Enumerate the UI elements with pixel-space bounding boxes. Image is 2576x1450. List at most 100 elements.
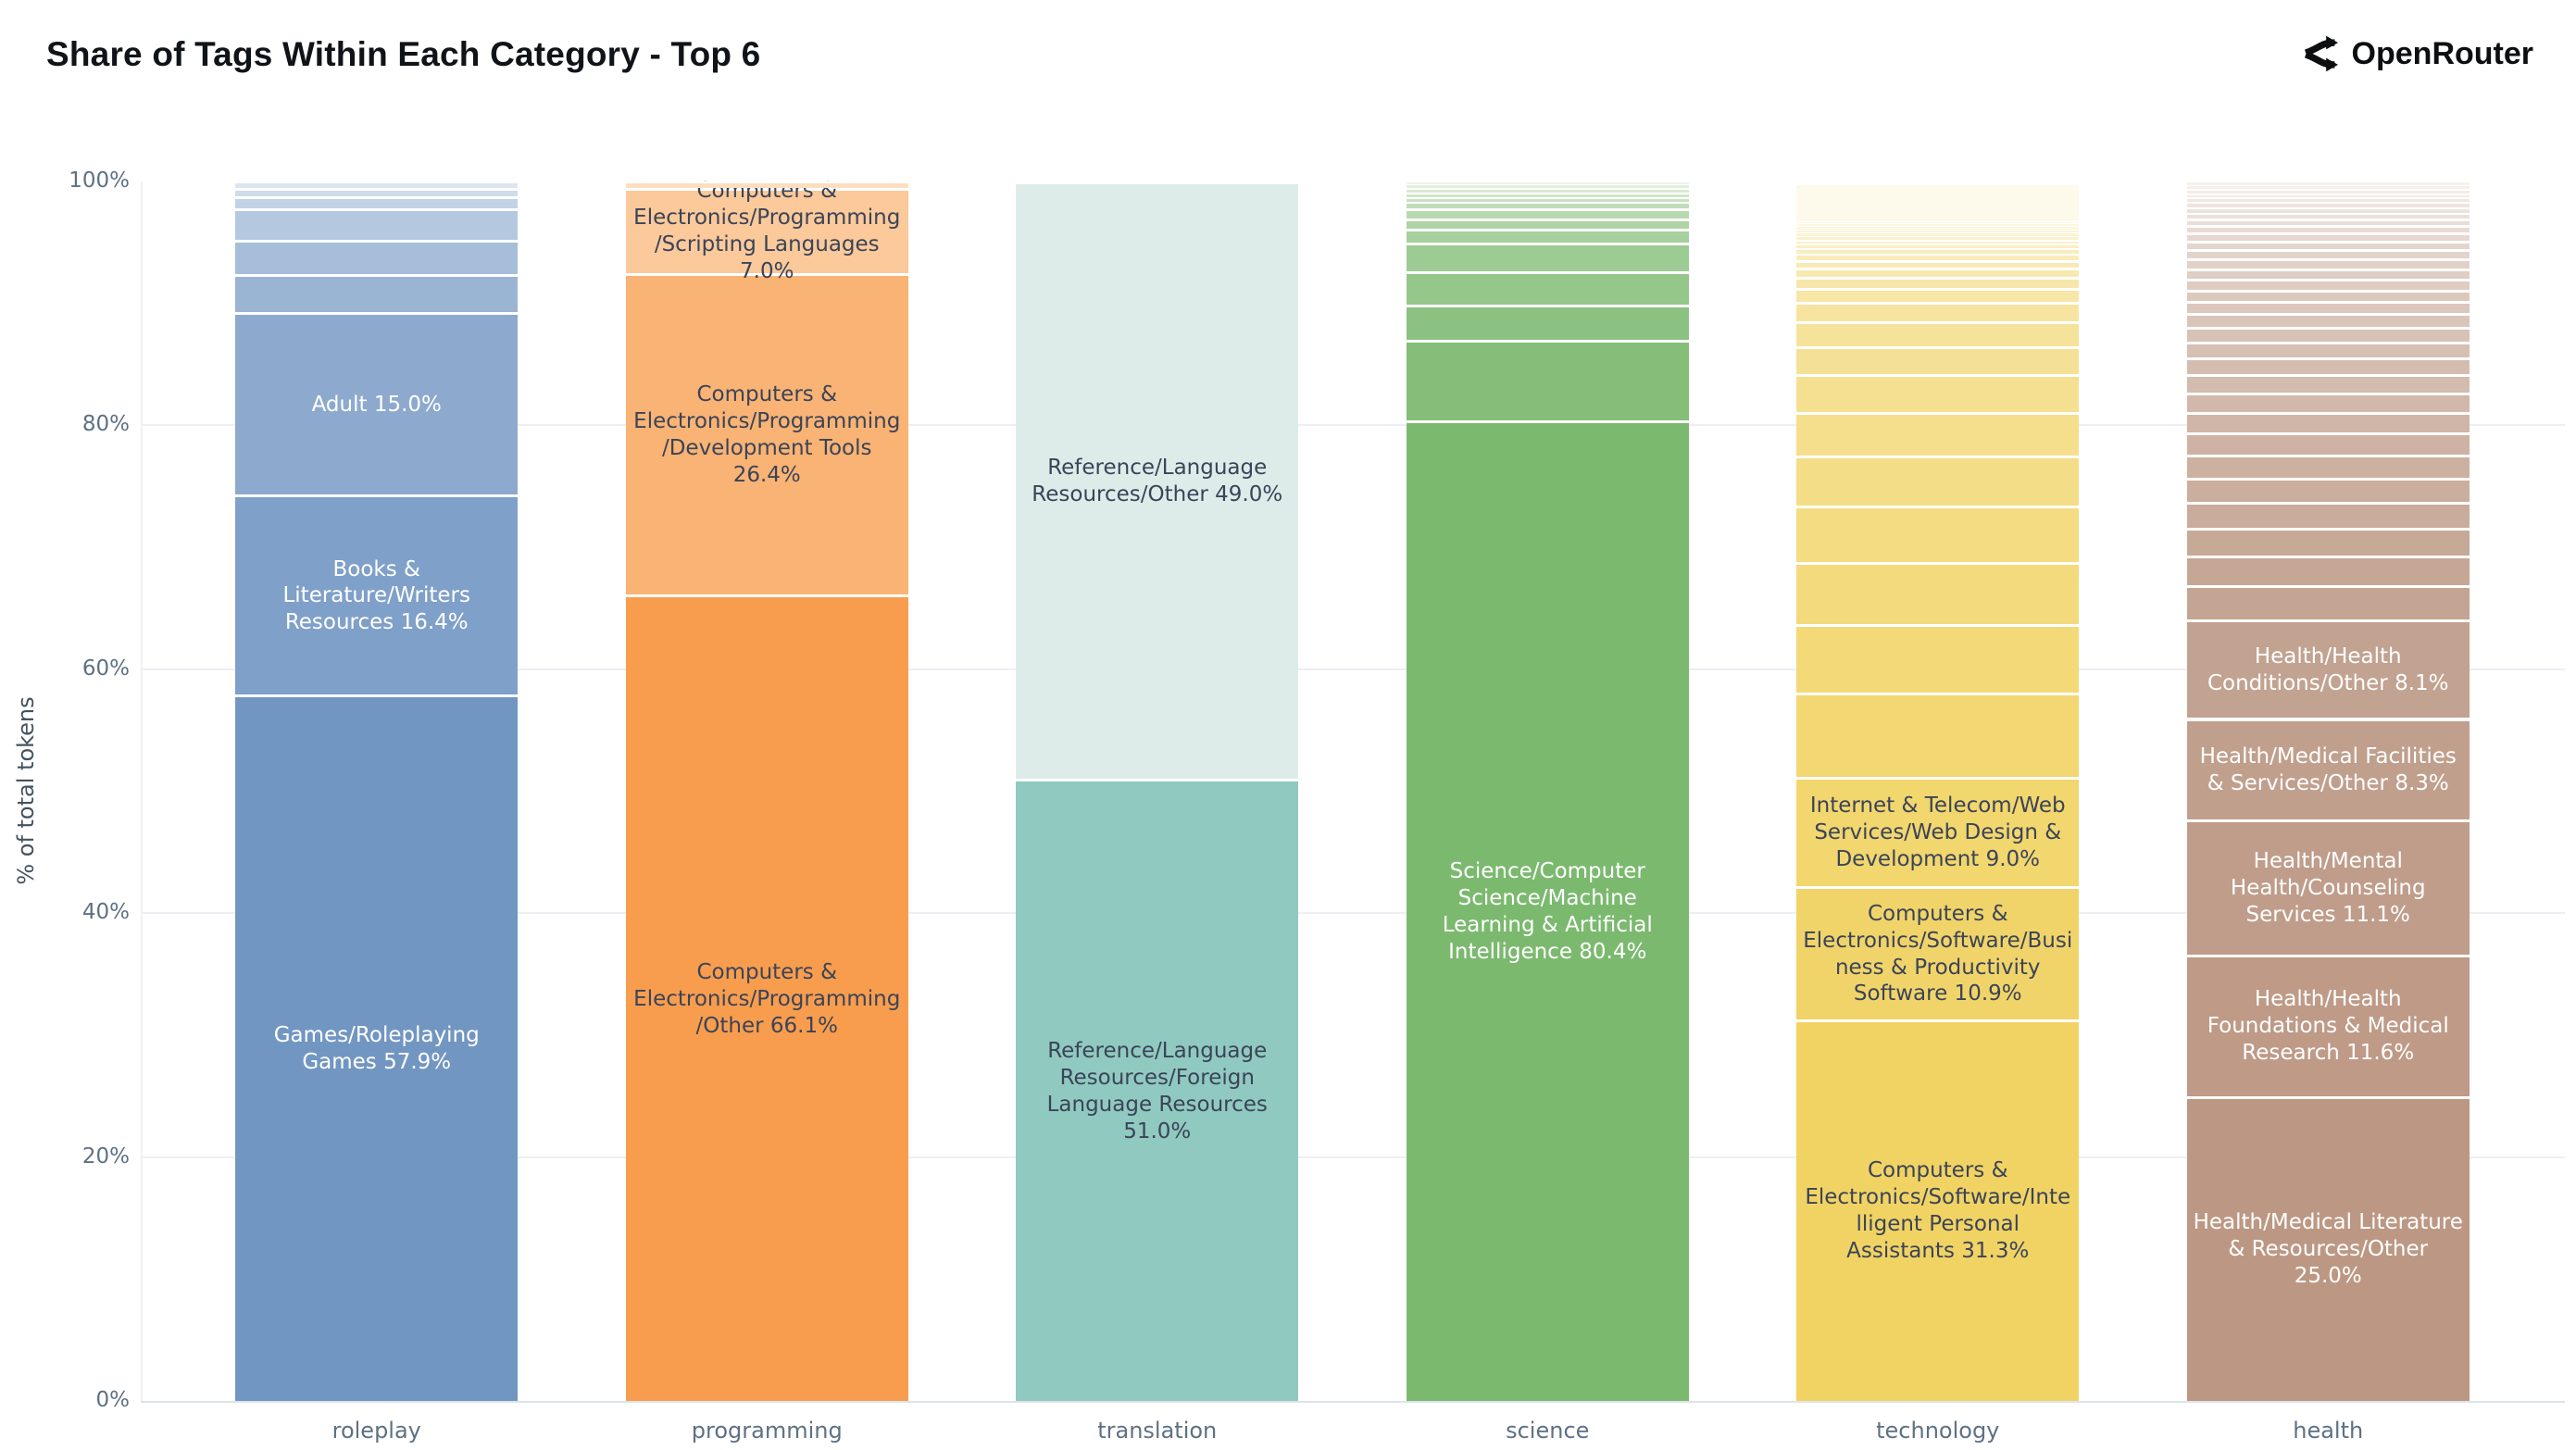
y-axis-title: % of total tokens bbox=[13, 695, 39, 885]
y-tick-label: 20% bbox=[81, 1144, 130, 1169]
bar-segment bbox=[1796, 374, 2080, 412]
bar-translation: Reference/Language Resources/Foreign Lan… bbox=[1016, 181, 1299, 1401]
bar-segment bbox=[2186, 206, 2470, 213]
segment-label: Health/Medical Literature & Resources/Ot… bbox=[2193, 1210, 2463, 1289]
bar-segment bbox=[2186, 411, 2470, 433]
bar-segment-labeled: Computers & Electronics/Programming/Deve… bbox=[625, 272, 908, 595]
segment-label: Health/Health Foundations & Medical Rese… bbox=[2207, 987, 2449, 1066]
bar-segment bbox=[1796, 235, 2080, 240]
bar-segment bbox=[1796, 287, 2080, 303]
bar-segment bbox=[1406, 192, 1689, 198]
y-tick-label: 60% bbox=[81, 656, 130, 681]
x-tick-label: programming bbox=[691, 1418, 843, 1444]
bar-segment bbox=[1406, 207, 1689, 219]
bar-segment-labeled: Reference/Language Resources/Other 49.0% bbox=[1016, 181, 1299, 780]
brand: OpenRouter bbox=[2297, 33, 2533, 74]
bar-health: Health/Medical Literature & Resources/Ot… bbox=[2186, 181, 2470, 1401]
x-tick-label: roleplay bbox=[331, 1418, 421, 1444]
bar-segment bbox=[2186, 184, 2470, 190]
bar-segment bbox=[1796, 561, 2080, 625]
bar-segment bbox=[1406, 340, 1689, 421]
bar-segment bbox=[1406, 184, 1689, 189]
bar-segment-labeled: Reference/Language Resources/Foreign Lan… bbox=[1016, 779, 1299, 1401]
x-axis-line bbox=[141, 1401, 2565, 1403]
bar-segment bbox=[2186, 212, 2470, 219]
bar-segment bbox=[1406, 271, 1689, 306]
segment-label: Health/Health Conditions/Other 8.1% bbox=[2207, 644, 2449, 695]
bar-segment bbox=[235, 195, 519, 208]
bar-segment bbox=[2186, 219, 2470, 226]
bar-segment bbox=[1796, 276, 2080, 288]
segment-label-wrap: Internet & Telecom/Web Services/Web Desi… bbox=[1796, 780, 2079, 887]
bar-segment bbox=[235, 240, 519, 275]
bar-segment-labeled: Health/Medical Literature & Resources/Ot… bbox=[2186, 1095, 2470, 1401]
x-tick-label: translation bbox=[1097, 1418, 1218, 1444]
bar-segment bbox=[2186, 478, 2470, 503]
bar-segment-labeled: Books & Literature/Writers Resources 16.… bbox=[235, 494, 519, 695]
bar-segment-labeled: Health/Health Conditions/Other 8.1% bbox=[2186, 619, 2470, 719]
bar-segment bbox=[235, 187, 519, 196]
y-tick-label: 100% bbox=[69, 169, 130, 193]
segment-label-wrap: Health/Medical Facilities & Services/Oth… bbox=[2187, 721, 2470, 819]
x-tick-label: technology bbox=[1876, 1418, 2000, 1444]
bar-segment-labeled: Computers & Electronics/Programming/Scri… bbox=[625, 179, 908, 283]
bar-segment bbox=[235, 181, 519, 188]
segment-label: Health/Mental Health/Counseling Services… bbox=[2230, 848, 2426, 927]
bar-segment-labeled: Computers & Electronics/Programming/Othe… bbox=[625, 594, 908, 1401]
bar-segment bbox=[2186, 240, 2470, 250]
bar-segment bbox=[2186, 249, 2470, 258]
segment-label: Reference/Language Resources/Other 49.0% bbox=[1032, 456, 1283, 507]
bar-segment bbox=[1796, 248, 2080, 255]
x-tick-label: health bbox=[2293, 1418, 2364, 1444]
bar-segment bbox=[2186, 289, 2470, 302]
segment-label: Games/Roleplaying Games 57.9% bbox=[273, 1023, 480, 1075]
segment-label-wrap: Computers & Electronics/Programming/Scri… bbox=[626, 179, 908, 283]
bar-segment bbox=[2186, 356, 2470, 375]
bar-segment bbox=[2186, 301, 2470, 314]
bar-segment-labeled: Computers & Electronics/Software/Intelli… bbox=[1796, 1019, 2080, 1401]
bar-segment bbox=[1796, 223, 2080, 227]
bar-segment-labeled: Computers & Electronics/Software/Busines… bbox=[1796, 886, 2080, 1019]
bar-segment-labeled: Health/Medical Facilities & Services/Oth… bbox=[2186, 718, 2470, 819]
bar-segment bbox=[2186, 326, 2470, 342]
bar-segment-labeled: Science/Computer Science/Machine Learnin… bbox=[1406, 420, 1689, 1401]
bar-segment bbox=[2186, 197, 2470, 203]
segment-label: Computers & Electronics/Software/Busines… bbox=[1803, 901, 2073, 1006]
bar-segment bbox=[1406, 218, 1689, 230]
chart-title: Share of Tags Within Each Category - Top… bbox=[46, 35, 761, 73]
segment-label-wrap: Reference/Language Resources/Foreign Lan… bbox=[1016, 781, 1298, 1401]
bar-segment bbox=[1796, 259, 2080, 268]
segment-label-wrap: Books & Literature/Writers Resources 16.… bbox=[235, 497, 518, 694]
bar-segment bbox=[2186, 502, 2470, 529]
bar-segment bbox=[2186, 432, 2470, 456]
bar-segment bbox=[2186, 189, 2470, 194]
y-tick-label: 0% bbox=[95, 1388, 131, 1412]
segment-label: Books & Literature/Writers Resources 16.… bbox=[282, 556, 470, 635]
bar-segment bbox=[1406, 202, 1689, 208]
bar-segment bbox=[2186, 556, 2470, 585]
bar-segment bbox=[1796, 692, 2080, 777]
bar-segment bbox=[1796, 181, 2080, 221]
y-tick-label: 40% bbox=[81, 900, 130, 925]
bar-segment bbox=[1796, 321, 2080, 346]
bar-segment bbox=[1796, 226, 2080, 230]
bar-segment bbox=[1796, 231, 2080, 236]
bar-segment bbox=[1406, 188, 1689, 193]
bar-segment bbox=[2186, 193, 2470, 198]
bar-segment bbox=[1796, 456, 2080, 506]
bar-segment bbox=[1796, 345, 2080, 375]
gridline bbox=[141, 1156, 2565, 1158]
segment-label-wrap: Health/Mental Health/Counseling Services… bbox=[2187, 822, 2470, 955]
bar-segment bbox=[1796, 411, 2080, 456]
bar-segment bbox=[1796, 302, 2080, 322]
bar-segment bbox=[625, 181, 908, 188]
gridline bbox=[141, 424, 2565, 427]
bar-segment-labeled: Internet & Telecom/Web Services/Web Desi… bbox=[1796, 776, 2080, 887]
bar-technology: Computers & Electronics/Software/Intelli… bbox=[1796, 181, 2080, 1401]
bar-segment bbox=[1796, 220, 2080, 224]
bar-segment bbox=[1796, 506, 2080, 562]
segment-label: Computers & Electronics/Software/Intelli… bbox=[1805, 1158, 2071, 1264]
bar-segment bbox=[2186, 528, 2470, 556]
segment-label: Computers & Electronics/Programming/Othe… bbox=[633, 959, 901, 1038]
